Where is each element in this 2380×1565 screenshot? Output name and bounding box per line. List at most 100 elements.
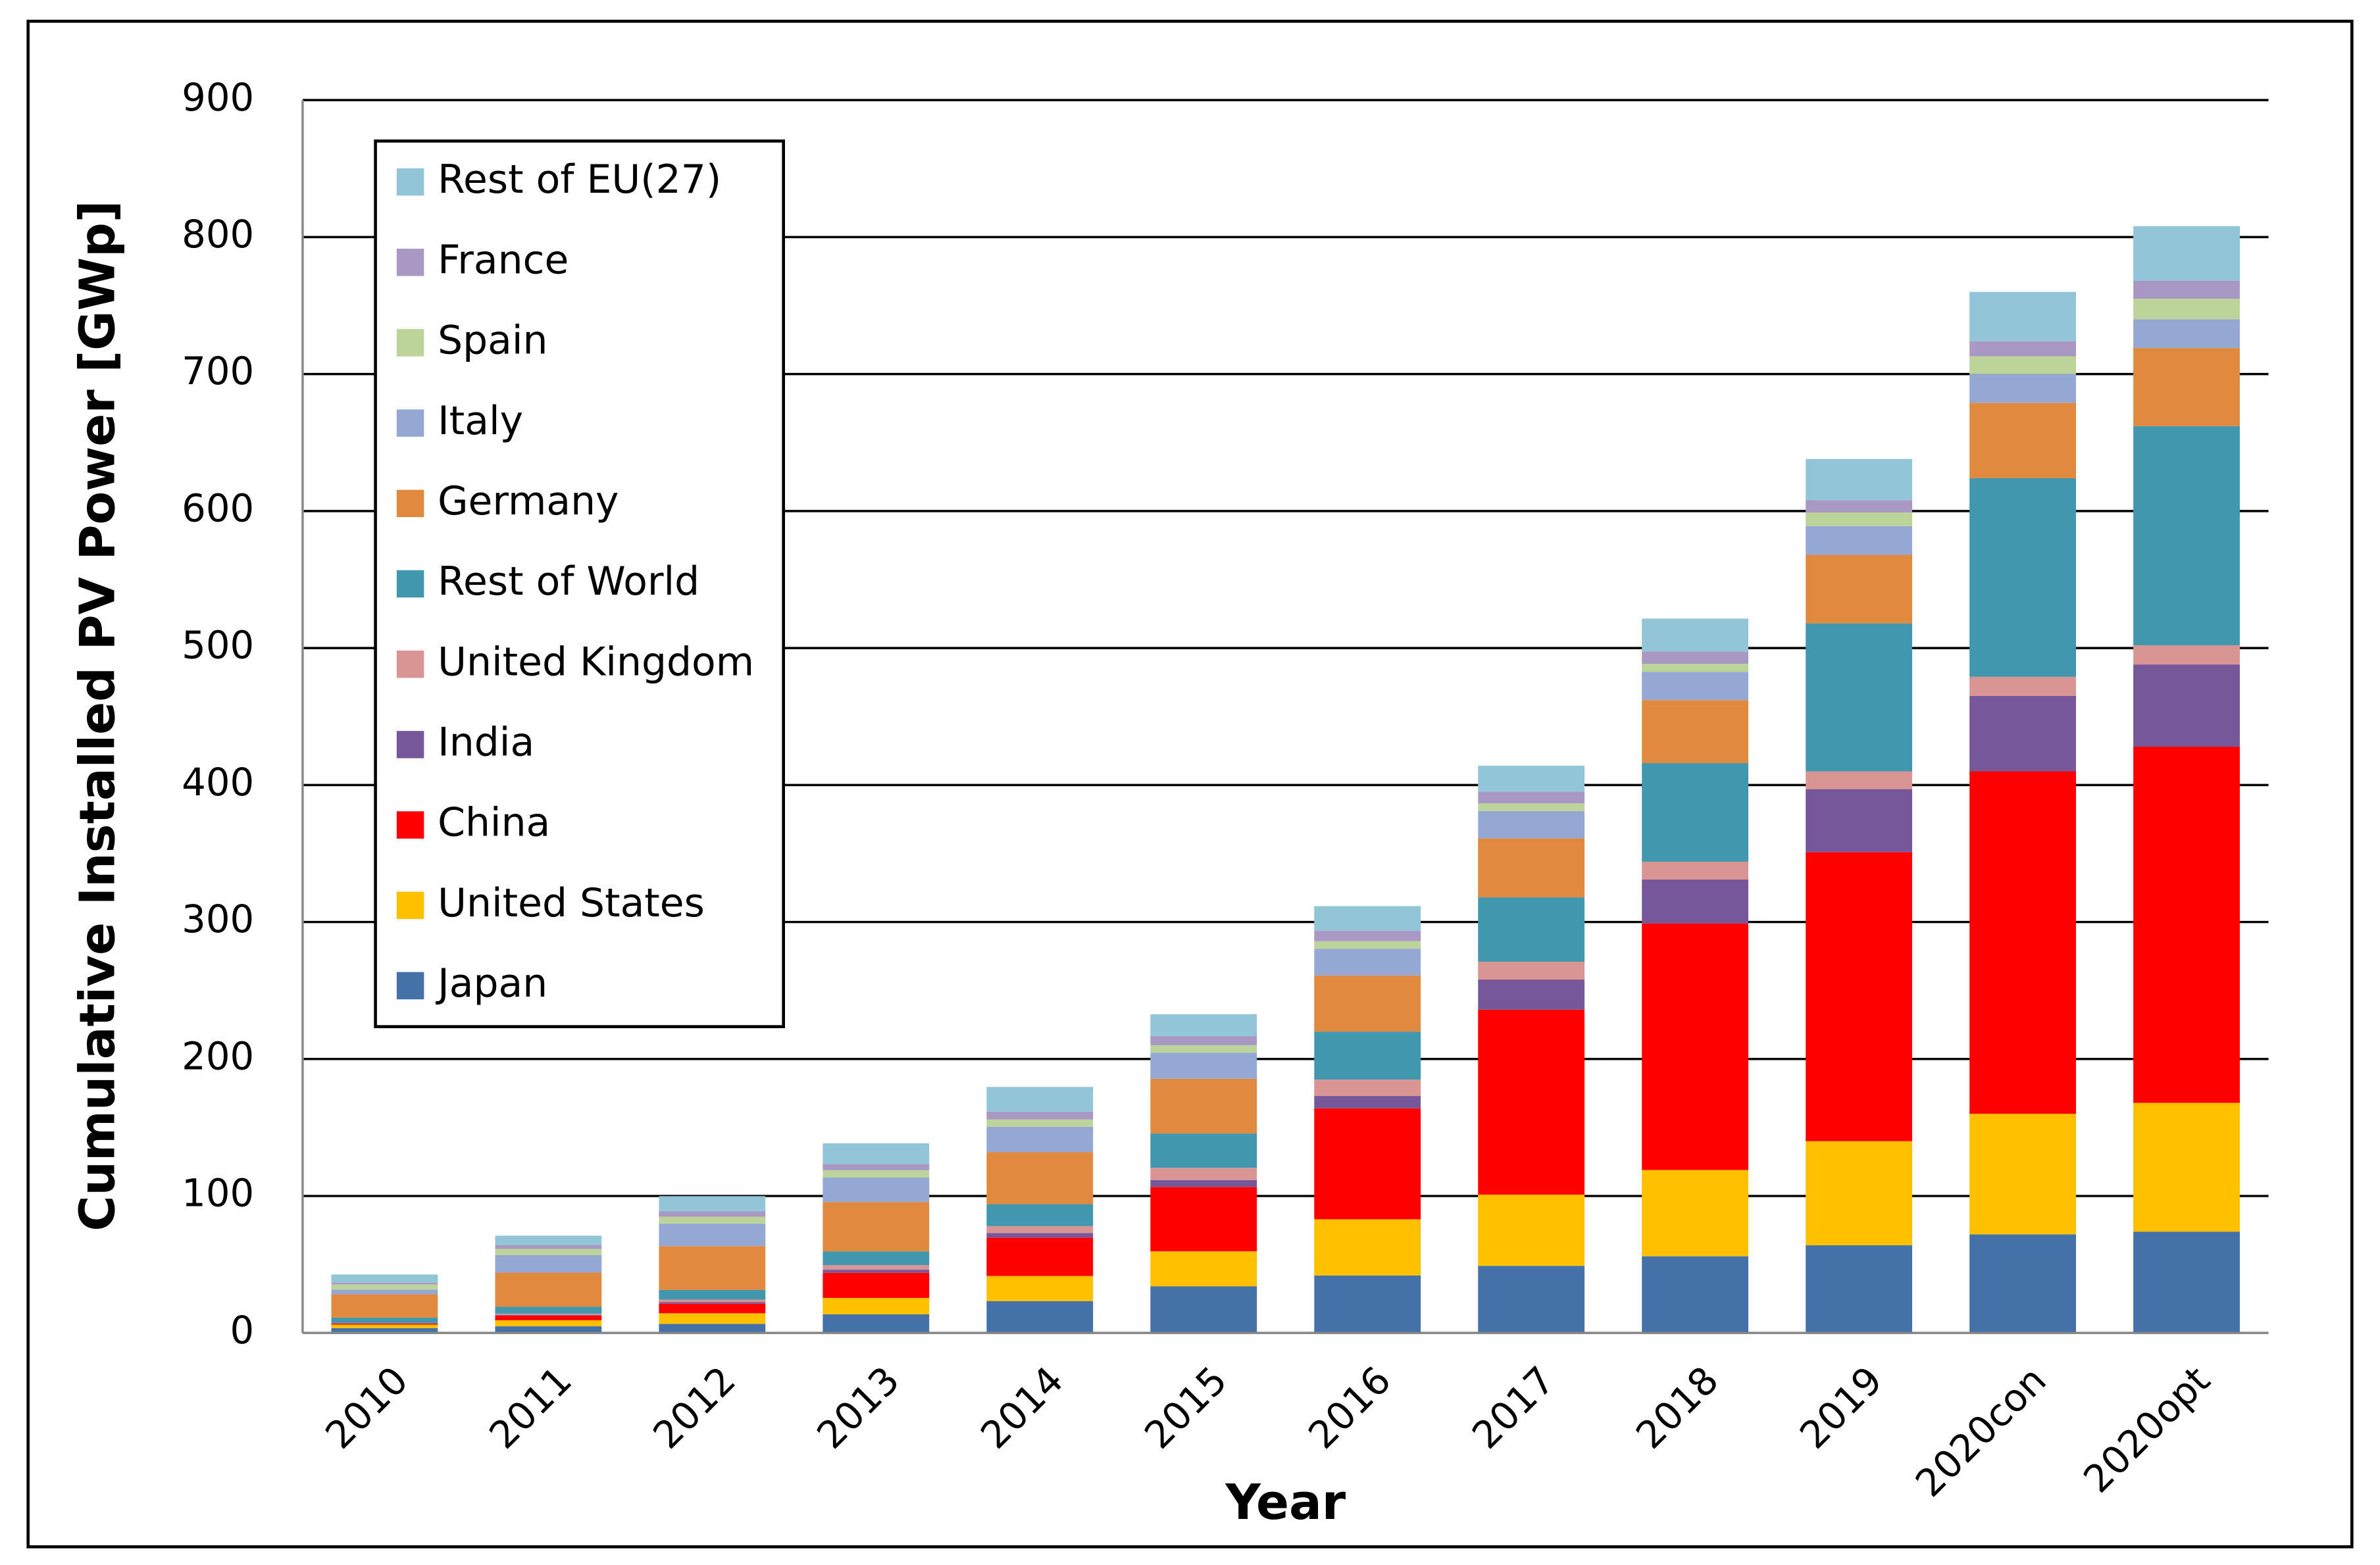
bar-segment xyxy=(1642,1170,1749,1256)
y-tick-label: 600 xyxy=(182,486,254,530)
bar-segment xyxy=(986,1126,1094,1153)
bar-segment xyxy=(1478,980,1585,1010)
bar-segment xyxy=(1478,1266,1585,1333)
bar-segment xyxy=(1642,880,1749,924)
bar-segment xyxy=(1969,341,2076,357)
bar-segment xyxy=(331,1294,438,1318)
bar-segment xyxy=(495,1326,602,1333)
bar-segment xyxy=(1478,765,1585,792)
x-tick-label: 2017 xyxy=(1464,1358,1563,1457)
bar-segment xyxy=(1150,1014,1257,1037)
bar-segment xyxy=(986,1301,1094,1333)
bar-segment xyxy=(2133,426,2240,645)
legend-swatch xyxy=(396,650,424,678)
bar-segment xyxy=(1478,961,1585,980)
bar-segment xyxy=(986,1119,1094,1127)
bar-segment xyxy=(2133,226,2240,282)
legend-label: Germany xyxy=(438,478,619,524)
x-tick-label: 2013 xyxy=(809,1358,908,1457)
x-axis-label: Year xyxy=(1225,1475,1346,1531)
y-tick-label: 200 xyxy=(182,1034,254,1078)
x-tick-label: 2020opt xyxy=(2075,1358,2219,1501)
bar-segment xyxy=(986,1111,1094,1120)
bar-segment xyxy=(1314,1096,1421,1108)
x-tick-label: 2016 xyxy=(1300,1358,1400,1457)
bar-segment xyxy=(823,1272,930,1298)
bar-segment xyxy=(1969,356,2076,374)
bar-segment xyxy=(495,1235,602,1245)
bar-segment xyxy=(495,1272,602,1307)
bar-segment xyxy=(1478,838,1585,898)
bar-segment xyxy=(1642,651,1749,664)
bar-segment xyxy=(1314,941,1421,949)
y-tick-label: 900 xyxy=(182,76,254,120)
bar-segment xyxy=(1969,676,2076,696)
bar-segment xyxy=(823,1265,930,1270)
bar-segment xyxy=(823,1314,930,1333)
bar-segment xyxy=(1806,1141,1913,1246)
bar-segment xyxy=(2133,348,2240,426)
bar-segment xyxy=(823,1170,930,1178)
legend-label: Rest of World xyxy=(438,559,699,605)
bar-segment xyxy=(823,1202,930,1252)
bar-segment xyxy=(2133,1231,2240,1333)
bar-segment xyxy=(495,1320,602,1327)
bar-segment xyxy=(1314,1108,1421,1220)
bar-segment xyxy=(1314,906,1421,931)
bar-segment xyxy=(986,1226,1094,1233)
bar-segment xyxy=(331,1317,438,1324)
bar-segment xyxy=(331,1328,438,1333)
bar-segment xyxy=(2133,664,2240,747)
legend-swatch xyxy=(396,891,424,919)
legend-swatch xyxy=(396,329,424,357)
bar-segment xyxy=(2133,281,2240,299)
bar-segment xyxy=(1969,478,2076,677)
bar-segment xyxy=(1642,618,1749,652)
bar-segment xyxy=(1478,803,1585,811)
x-tick-label: 2014 xyxy=(973,1358,1072,1457)
bar-segment xyxy=(1969,771,2076,1114)
bar-segment xyxy=(2133,299,2240,320)
bar-segment xyxy=(331,1323,438,1325)
bar-segment xyxy=(1642,1256,1749,1333)
legend-label: Japan xyxy=(435,960,547,1006)
bar-segment xyxy=(659,1303,766,1314)
legend-swatch xyxy=(396,972,424,1000)
x-tick-label: 2020con xyxy=(1907,1358,2054,1505)
bar-segment xyxy=(823,1177,930,1203)
bar-segment xyxy=(331,1289,438,1295)
y-tick-label: 800 xyxy=(182,212,254,257)
bar-segment xyxy=(659,1289,766,1300)
legend-label: India xyxy=(438,719,534,765)
bar-segment xyxy=(1478,791,1585,804)
bar-segment xyxy=(1478,1009,1585,1195)
bar-segment xyxy=(659,1216,766,1224)
legend-label: United States xyxy=(438,880,705,926)
bar-segment xyxy=(1806,500,1913,512)
bar-segment xyxy=(823,1270,930,1273)
bar-segment xyxy=(1642,672,1749,701)
bar-segment xyxy=(1642,700,1749,764)
bar-segment xyxy=(495,1313,602,1316)
bar-segment xyxy=(1314,949,1421,976)
bar-segment xyxy=(1806,789,1913,853)
bar-segment xyxy=(823,1251,930,1266)
bar-segment xyxy=(1642,861,1749,880)
bar-segment xyxy=(495,1245,602,1249)
y-tick-label: 100 xyxy=(182,1172,254,1216)
bar-segment xyxy=(1806,1245,1913,1333)
bar-segment xyxy=(1314,975,1421,1032)
bar-segment xyxy=(331,1324,438,1328)
bar-segment xyxy=(1806,852,1913,1141)
bar-segment xyxy=(1969,1234,2076,1333)
legend-swatch xyxy=(396,409,424,437)
x-tick-label: 2011 xyxy=(481,1358,580,1457)
bar-segment xyxy=(1150,1251,1257,1287)
chart-border xyxy=(26,19,2354,1549)
bar-segment xyxy=(1969,695,2076,772)
bar-segment xyxy=(986,1152,1094,1205)
bar-segment xyxy=(2133,319,2240,349)
legend-label: Rest of EU(27) xyxy=(438,157,721,203)
bar-segment xyxy=(2133,747,2240,1103)
